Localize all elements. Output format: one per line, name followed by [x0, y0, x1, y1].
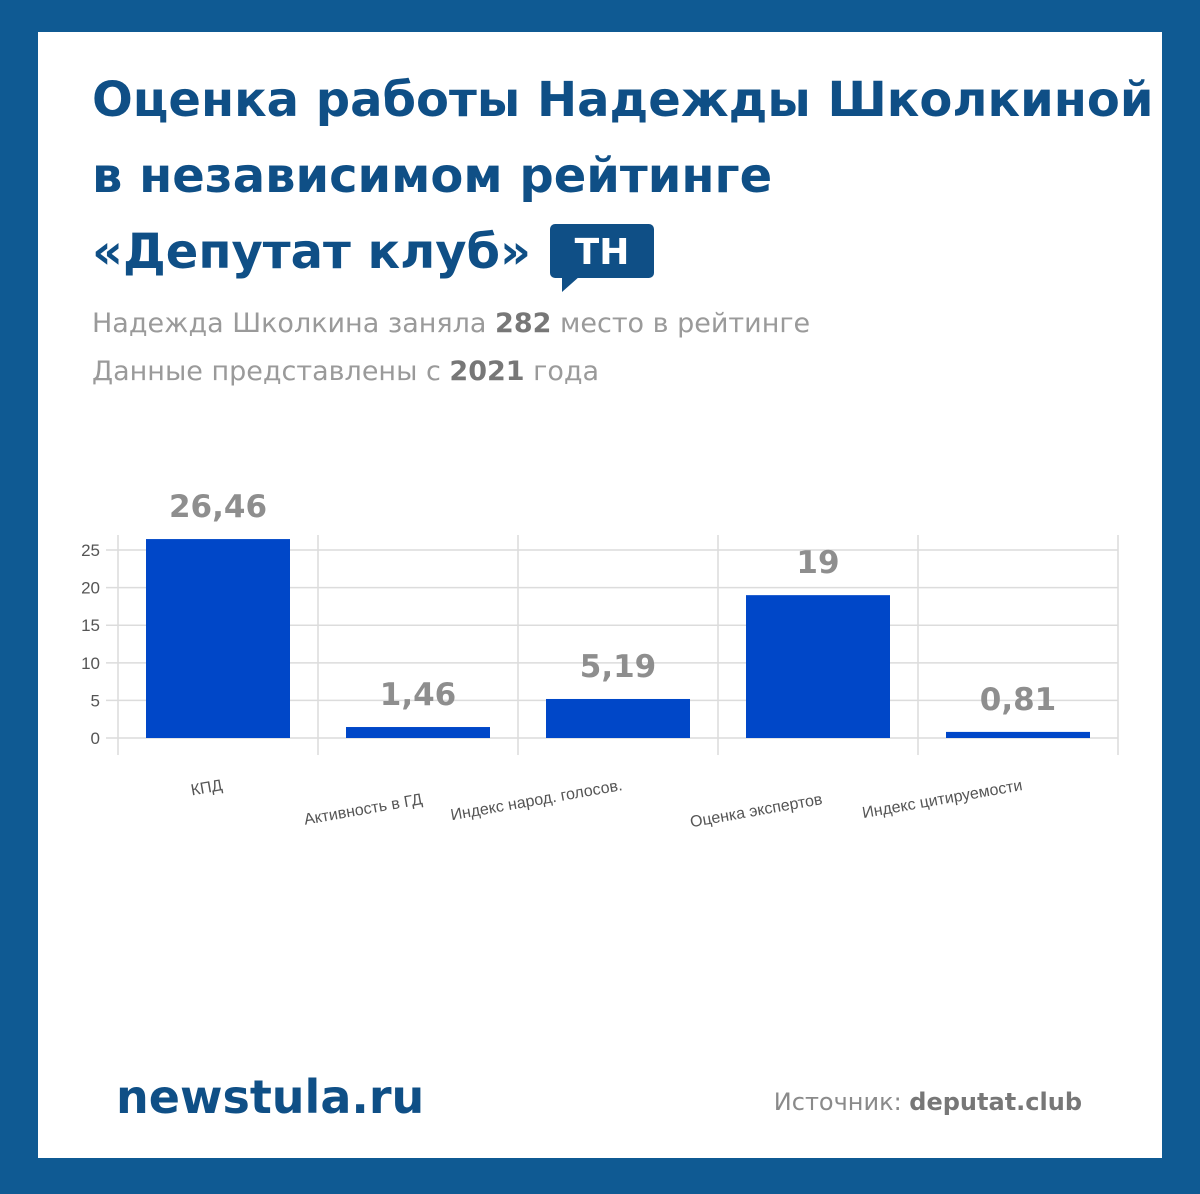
bar — [146, 539, 290, 738]
bar — [746, 595, 890, 738]
value-label: 5,19 — [580, 649, 657, 685]
y-tick-label: 0 — [91, 729, 100, 748]
title-line: Оценка работы Надежды Школкиной — [92, 72, 1153, 128]
value-label: 1,46 — [380, 677, 457, 713]
subtitle-part: Данные представлены с — [92, 356, 449, 387]
source: Источник: deputat.club — [774, 1088, 1082, 1116]
y-tick-label: 20 — [81, 579, 100, 598]
y-tick-label: 25 — [81, 541, 100, 560]
source-label: Источник: — [774, 1088, 910, 1116]
bar — [346, 727, 490, 738]
title-line: «Депутат клуб» — [92, 224, 531, 280]
badge-text: ТН — [575, 232, 630, 273]
badge: ТН — [550, 224, 654, 292]
source-site: deputat.club — [909, 1088, 1082, 1116]
subtitle-part: место в рейтинге — [551, 308, 810, 339]
subtitle: Данные представлены с 2021 года — [92, 356, 599, 387]
subtitle-part: Надежда Школкина заняла — [92, 308, 495, 339]
bar — [546, 698, 690, 738]
y-tick-label: 5 — [91, 691, 100, 710]
subtitle: Надежда Школкина заняла 282 место в рейт… — [92, 308, 810, 339]
y-tick-label: 15 — [81, 616, 100, 635]
subtitle-bold: 282 — [495, 308, 551, 339]
subtitle-bold: 2021 — [449, 356, 524, 387]
y-tick-label: 10 — [81, 654, 100, 673]
title-line: в независимом рейтинге — [92, 148, 772, 204]
x-tick-label: КПД — [190, 777, 224, 799]
value-label: 0,81 — [980, 682, 1057, 718]
value-label: 26,46 — [169, 489, 267, 525]
site: newstula.ru — [116, 1070, 424, 1124]
bar — [946, 731, 1090, 738]
subtitle-part: года — [525, 356, 600, 387]
value-label: 19 — [796, 545, 839, 581]
